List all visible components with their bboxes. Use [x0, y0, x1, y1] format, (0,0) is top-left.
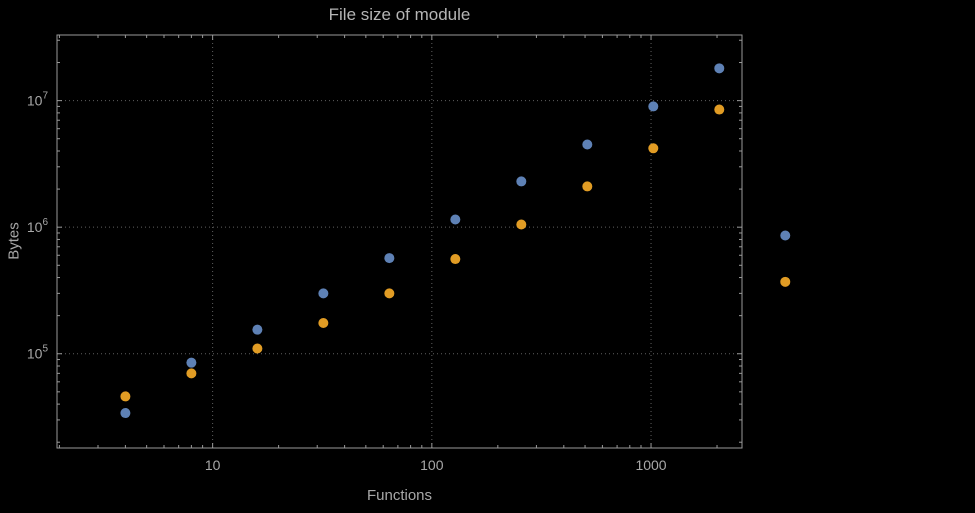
data-point-blue: [714, 63, 725, 74]
data-point-blue: [582, 139, 593, 150]
data-point-blue: [318, 288, 329, 299]
y-tick-label: 107: [27, 91, 49, 109]
data-point-orange: [648, 143, 659, 154]
chart-title: File size of module: [328, 5, 471, 24]
data-point-orange: [252, 343, 263, 354]
data-point-blue: [648, 101, 659, 112]
x-tick-label: 10: [205, 457, 221, 473]
plot-frame: [56, 34, 743, 449]
data-point-orange: [582, 181, 593, 192]
data-point-blue: [384, 253, 395, 264]
x-axis-label: Functions: [366, 487, 433, 504]
data-point-orange: [186, 368, 197, 379]
data-point-orange: [714, 104, 725, 115]
data-point-blue: [120, 408, 131, 419]
data-point-orange: [780, 276, 791, 287]
data-point-orange: [450, 254, 461, 265]
data-point-blue: [780, 230, 791, 241]
data-point-orange: [384, 288, 395, 299]
data-point-orange: [318, 317, 329, 328]
x-tick-label: 1000: [635, 457, 666, 473]
data-point-blue: [252, 324, 263, 335]
data-point-blue: [186, 357, 197, 368]
data-point-blue: [516, 176, 527, 187]
y-tick-label: 105: [27, 344, 49, 362]
x-tick-label: 100: [420, 457, 444, 473]
data-point-orange: [516, 219, 527, 230]
y-tick-label: 106: [27, 217, 49, 235]
data-point-orange: [120, 391, 131, 402]
data-point-blue: [450, 214, 461, 225]
